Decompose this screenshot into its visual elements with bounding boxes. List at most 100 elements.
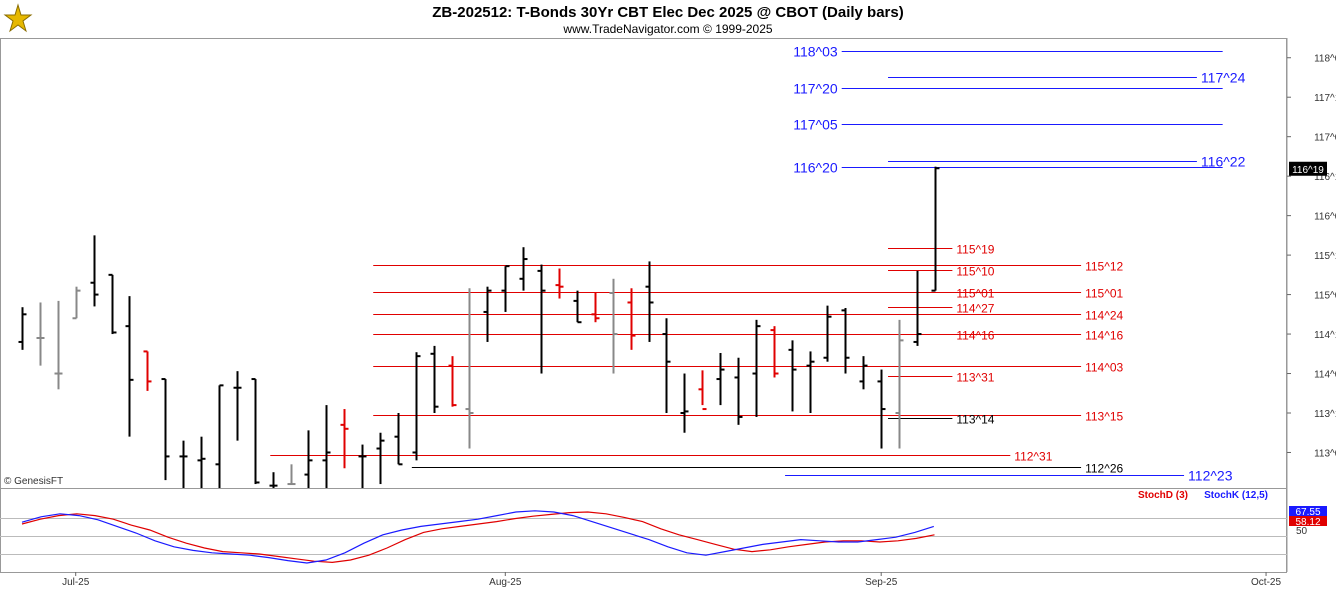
last-price-label: 116^19 (1292, 165, 1324, 176)
level-label: 112^31 (1014, 450, 1052, 464)
ohlc-bar (877, 369, 886, 449)
watermark: © GenesisFT (4, 476, 63, 487)
ohlc-bar (859, 356, 868, 390)
level-label: 117^24 (1201, 70, 1246, 86)
ohlc-bar (537, 264, 546, 374)
level-label: 118^03 (793, 44, 838, 60)
ohlc-bar (931, 166, 940, 292)
level-label: 116^22 (1201, 154, 1246, 170)
ohlc-bar (680, 373, 689, 433)
level-label: 114^24 (1085, 309, 1123, 323)
ohlc-bar (340, 409, 349, 469)
ohlc-bar (376, 432, 385, 485)
legend-stochk: StochK (12,5) (1204, 490, 1268, 501)
ohlc-bar (609, 278, 618, 374)
level-label: 112^26 (1085, 462, 1123, 476)
stochastics-panel (0, 488, 1287, 573)
ohlc-bar (645, 261, 654, 342)
y-tick-label: 117^00 (1314, 133, 1336, 144)
ohlc-bar (465, 288, 474, 449)
x-tick-label: Jul-25 (62, 577, 90, 588)
ohlc-bar (18, 307, 27, 350)
level-label: 113^31 (956, 371, 994, 385)
y-tick-label: 114^00 (1314, 370, 1336, 381)
ohlc-bar (412, 352, 421, 461)
legend-stochd: StochD (3) (1138, 490, 1188, 501)
ohlc-bar (501, 265, 510, 312)
ohlc-bar (806, 351, 815, 413)
ohlc-bar (788, 340, 797, 412)
stochd-readout: 58.12 (1295, 517, 1320, 528)
ohlc-bar (627, 288, 636, 350)
ohlc-bar (143, 350, 152, 391)
stoch-series-line (21, 510, 934, 564)
level-label: 112^23 (1188, 468, 1233, 484)
ohlc-bar (197, 436, 206, 488)
level-label: 115^12 (1085, 260, 1123, 274)
ohlc-bar (770, 326, 779, 378)
ohlc-bar (287, 464, 296, 486)
x-tick-label: Oct-25 (1251, 577, 1281, 588)
y-tick-label: 116^00 (1314, 212, 1336, 223)
x-tick-label: Aug-25 (489, 577, 522, 588)
y-tick-label: 117^16 (1314, 93, 1336, 104)
ohlc-bar (698, 370, 707, 411)
ohlc-bar (304, 430, 313, 488)
ohlc-bar (215, 384, 224, 488)
stoch-series-line (21, 511, 935, 564)
ohlc-bar (752, 319, 761, 417)
ohlc-bar (322, 405, 331, 488)
y-tick-label: 113^00 (1314, 448, 1336, 459)
level-label: 114^16 (1085, 329, 1123, 343)
stoch-y-tick: 50 (1296, 526, 1308, 537)
ohlc-bar (555, 268, 564, 299)
ohlc-bar (448, 356, 457, 407)
stochk-readout-bg (1289, 506, 1327, 516)
ohlc-bar (269, 472, 278, 488)
ohlc-bar (72, 286, 81, 320)
level-label: 115^10 (956, 265, 994, 279)
chart-subtitle: www.TradeNavigator.com © 1999-2025 (563, 22, 773, 36)
trade-navigator-logo-icon (3, 3, 33, 33)
ohlc-bar (591, 293, 600, 323)
y-tick-label: 116^16 (1314, 172, 1336, 183)
x-tick-label: Sep-25 (865, 577, 898, 588)
y-tick-label: 118^00 (1314, 54, 1336, 65)
level-label: 113^15 (1085, 410, 1123, 424)
ohlc-bar (913, 270, 922, 346)
level-label: 117^20 (793, 81, 838, 97)
ohlc-bar (716, 353, 725, 406)
ohlc-bar (233, 371, 242, 441)
level-label: 114^27 (956, 302, 994, 316)
y-tick-label: 113^16 (1314, 409, 1336, 420)
y-tick-label: 114^16 (1314, 330, 1336, 341)
level-label: 114^16 (956, 329, 994, 343)
level-label: 116^20 (793, 160, 838, 176)
y-tick-label: 115^16 (1314, 251, 1336, 262)
level-label: 117^05 (793, 117, 838, 133)
y-tick-label: 115^00 (1314, 291, 1336, 302)
ohlc-bar (179, 440, 188, 488)
ohlc-bar (823, 305, 832, 362)
ohlc-bar (662, 318, 671, 413)
ohlc-bar (161, 378, 170, 481)
ohlc-bar (483, 286, 492, 342)
ohlc-bar (734, 357, 743, 425)
last-price-tag (1289, 161, 1327, 176)
level-label: 113^14 (956, 413, 994, 427)
price-panel (0, 38, 1287, 489)
ohlc-bar (573, 290, 582, 324)
ohlc-bar (251, 378, 260, 485)
level-label: 115^19 (956, 243, 994, 257)
chart-title: ZB-202512: T-Bonds 30Yr CBT Elec Dec 202… (432, 4, 904, 21)
level-label: 115^01 (1085, 287, 1123, 301)
stochd-readout-bg (1289, 516, 1327, 526)
ohlc-bar (394, 413, 403, 466)
ohlc-bar (519, 247, 528, 291)
ohlc-bar (90, 235, 99, 307)
ohlc-bar (125, 296, 134, 437)
ohlc-bar (36, 302, 45, 366)
stochk-readout: 67.55 (1295, 507, 1320, 518)
ohlc-bar (108, 273, 117, 335)
